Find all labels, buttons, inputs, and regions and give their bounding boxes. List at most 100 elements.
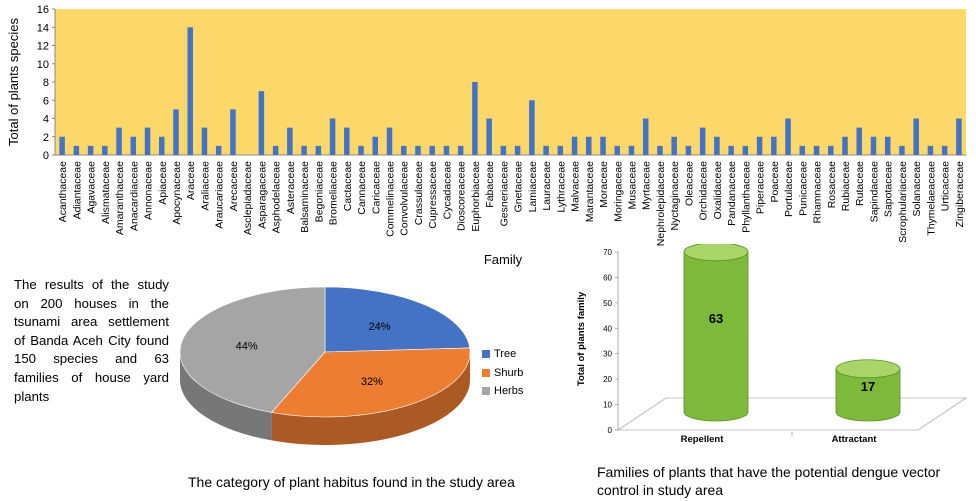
bar-x-tick-label: Piperaceae bbox=[755, 161, 767, 214]
bar-x-tick-label: Nyctaginaceae bbox=[669, 161, 681, 231]
bar-asteraceae bbox=[287, 127, 293, 155]
bar-cupressaceae bbox=[429, 145, 435, 155]
cylinder-y-tick-label: 20 bbox=[603, 375, 612, 384]
bar-anacardiaceae bbox=[130, 136, 137, 155]
bar-fabaceae bbox=[486, 118, 492, 155]
bar-x-tick-label: Thymelaeaceae bbox=[925, 161, 937, 236]
bar-crassulaceae bbox=[415, 145, 421, 155]
bar-adiantaceae bbox=[73, 145, 80, 155]
bar-arecaceae bbox=[230, 109, 236, 155]
bar-asparagaceae bbox=[258, 91, 265, 155]
bar-y-axis-title: Total of plants species bbox=[6, 18, 21, 146]
bar-apiaceae bbox=[159, 136, 165, 155]
bar-x-tick-label: Urticaceae bbox=[940, 161, 952, 211]
pie-value-label: 24% bbox=[369, 321, 391, 333]
bar-rubiaceae bbox=[842, 136, 848, 155]
cylinder-category-label: Attractant bbox=[832, 434, 878, 445]
bar-x-tick-label: Lauraceae bbox=[541, 161, 553, 211]
bar-y-tick-label: 12 bbox=[37, 41, 49, 53]
bar-x-tick-label: Moringaceae bbox=[612, 161, 624, 222]
legend-label-shurb: Shurb bbox=[494, 367, 524, 379]
bar-x-tick-label: Rubiaceae bbox=[840, 161, 852, 211]
cylinder-y-tick-label: 30 bbox=[603, 350, 612, 359]
bar-x-tick-label: Dioscoreaceae bbox=[456, 161, 468, 231]
cylinder-y-axis-title: Total of plants family bbox=[576, 291, 587, 386]
bar-x-tick-label: Balsaminaceae bbox=[299, 161, 311, 233]
bar-piperaceae bbox=[756, 136, 763, 155]
bar-x-tick-label: Nephrolepidaceae bbox=[655, 161, 667, 246]
cylinder-bar-repellent bbox=[683, 251, 749, 422]
bar-x-tick-label: Moraceae bbox=[598, 161, 610, 208]
bar-x-tick-label: Caricaceae bbox=[370, 161, 382, 214]
legend-swatch-tree bbox=[482, 350, 490, 358]
bar-x-axis-title: Family bbox=[484, 252, 523, 267]
bar-euphorbiaceae bbox=[472, 82, 478, 155]
bar-x-tick-label: Convolvulaceae bbox=[399, 161, 411, 236]
bar-x-tick-label: Lythraceae bbox=[555, 161, 567, 213]
bar-moringaceae bbox=[614, 145, 621, 155]
bar-dioscoreaceae bbox=[457, 145, 464, 155]
bar-x-tick-label: Phyllanthaceae bbox=[740, 161, 752, 233]
bar-commelinaceae bbox=[386, 127, 393, 155]
bar-x-tick-label: Araliaceae bbox=[199, 161, 211, 211]
cylinder-value-label: 63 bbox=[709, 311, 723, 326]
bar-moraceae bbox=[600, 136, 606, 155]
bar-acanthaceae bbox=[59, 136, 65, 155]
bar-myrtaceae bbox=[642, 118, 649, 155]
bar-malvaceae bbox=[571, 136, 578, 155]
bar-cycadaceae bbox=[443, 145, 450, 155]
bar-x-tick-label: Sapindaceae bbox=[868, 161, 880, 222]
bar-x-tick-label: Adiantaceae bbox=[71, 161, 83, 220]
bar-x-tick-label: Araceae bbox=[185, 161, 197, 200]
bar-y-tick-label: 6 bbox=[43, 95, 49, 107]
bar-begoniaceae bbox=[315, 145, 322, 155]
cylinder-top-attractant bbox=[835, 359, 901, 379]
bar-oxalidaceae bbox=[714, 136, 720, 155]
bar-x-tick-label: Alismataceae bbox=[100, 161, 112, 224]
bar-x-tick-label: Marantaceae bbox=[584, 161, 596, 222]
cylinder-y-tick-label: 40 bbox=[603, 324, 612, 333]
legend-item-tree: Tree bbox=[482, 348, 516, 360]
bar-balsaminaceae bbox=[301, 145, 307, 155]
bar-x-tick-label: Scrophulariaceae bbox=[897, 161, 909, 243]
bar-apocynaceae bbox=[173, 109, 179, 155]
bar-poaceae bbox=[771, 136, 777, 155]
bar-x-tick-label: Solanaceae bbox=[911, 161, 923, 217]
bar-araliaceae bbox=[201, 127, 208, 155]
bar-x-tick-label: Araucariaceae bbox=[214, 161, 226, 229]
bar-x-tick-label: Rhamnaceae bbox=[812, 161, 824, 224]
bar-lamiaceae bbox=[529, 100, 535, 155]
cylinder-value-label: 17 bbox=[861, 379, 875, 394]
bar-x-tick-label: Portulaceae bbox=[783, 161, 795, 217]
bar-x-tick-label: Poaceae bbox=[769, 161, 781, 203]
bar-y-tick-label: 14 bbox=[37, 22, 49, 34]
bar-bromeliaceae bbox=[329, 118, 336, 155]
bar-x-tick-label: Arecaceae bbox=[228, 161, 240, 211]
bar-x-tick-label: Myrtaceae bbox=[641, 161, 653, 210]
bar-x-tick-label: Apiaceae bbox=[157, 161, 169, 205]
cylinder-top-repellent bbox=[683, 244, 749, 262]
bar-punicaceae bbox=[799, 145, 806, 155]
cylinder-floor bbox=[616, 397, 968, 431]
pie-side-shurb bbox=[271, 352, 470, 445]
bar-x-tick-label: Cupressaceae bbox=[427, 161, 439, 229]
bar-y-tick-label: 0 bbox=[43, 150, 49, 162]
cylinder-y-tick-label: 50 bbox=[603, 299, 612, 308]
bar-lauraceae bbox=[543, 145, 549, 155]
bar-araceae bbox=[187, 27, 193, 155]
bar-pandanaceae bbox=[728, 145, 734, 155]
bar-x-tick-label: Rosaceae bbox=[826, 161, 838, 208]
cylinder-y-tick-label: 60 bbox=[603, 273, 612, 282]
pie-slice-tree bbox=[324, 286, 471, 353]
bar-x-tick-label: Bromeliaceae bbox=[328, 161, 340, 225]
bar-sapindaceae bbox=[870, 136, 877, 155]
family-bar-chart: 0 2 4 6 8 10 12 14 16 Acanthaceae Adiantaceae Agav… bbox=[6, 4, 966, 267]
bar-x-tick-label: Anacardiaceae bbox=[128, 161, 140, 231]
bar-cactaceae bbox=[344, 127, 350, 155]
bar-x-tick-label: Pandanaceae bbox=[726, 161, 738, 226]
bar-gnetaceae bbox=[514, 145, 521, 155]
cylinder-y-tick-label: 70 bbox=[603, 248, 612, 257]
bar-y-tick-label: 8 bbox=[43, 77, 49, 89]
legend-item-shurb: Shurb bbox=[482, 367, 523, 379]
